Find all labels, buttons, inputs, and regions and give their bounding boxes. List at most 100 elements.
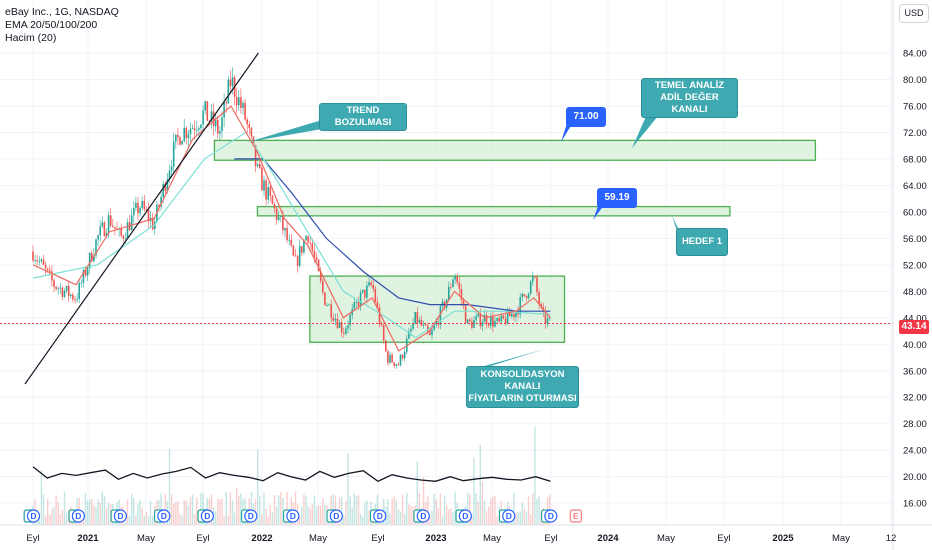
badge-59[interactable]: 59.19 [597, 188, 637, 208]
volume-bar [366, 500, 368, 525]
callout-consolidation[interactable]: KONSOLİDASYON KANALI FİYATLARIN OTURMASI [466, 366, 579, 408]
volume-bar [135, 515, 137, 525]
volume-bar [250, 492, 253, 525]
candle-body [340, 322, 343, 333]
event-marker-letter: D [506, 511, 512, 521]
y-tick-label: 68.00 [903, 154, 927, 165]
dividend-marker: D [113, 509, 128, 523]
candle-body [485, 314, 488, 325]
volume-bar [137, 503, 139, 525]
callout-consolidation-line1: KONSOLİDASYON KANALI [480, 369, 565, 392]
candle-body [301, 246, 303, 253]
volume-bar [42, 494, 45, 525]
event-marker-letter: D [30, 511, 36, 521]
volume-bar [103, 495, 106, 525]
candle-body [523, 294, 526, 296]
volume-bar [238, 495, 240, 525]
candle-body [479, 313, 482, 327]
event-marker-letter: D [290, 511, 296, 521]
volume-bar [357, 495, 360, 525]
symbol-title[interactable]: eBay Inc., 1G, NASDAQ [5, 6, 119, 18]
dividend-marker: D [416, 509, 430, 523]
candle-body [219, 131, 221, 134]
candle-body [515, 311, 517, 317]
y-tick-label: 76.00 [903, 101, 927, 112]
candle-body [105, 233, 108, 237]
volume-bar [515, 512, 517, 525]
dividend-marker: D [157, 509, 171, 523]
candle-body [414, 311, 416, 324]
candle-body [546, 318, 549, 324]
candle-body [202, 110, 204, 125]
volume-bar [61, 509, 64, 525]
volume-bar [267, 516, 269, 525]
candle-body [347, 325, 349, 329]
volume-bar [362, 516, 364, 525]
volume-bar [57, 502, 59, 525]
candle-body [477, 313, 479, 317]
volume-bar [215, 511, 217, 525]
volume-bar [324, 504, 326, 525]
volume-bar [399, 511, 402, 525]
candle-body [36, 260, 38, 262]
price-zone [213, 139, 817, 161]
x-tick-label: 12 [886, 533, 897, 544]
volume-bar [410, 505, 412, 525]
candle-body [395, 364, 398, 366]
candle-body [462, 299, 465, 306]
volume-indicator-label[interactable]: Hacim (20) [5, 32, 57, 44]
candle-body [536, 277, 538, 293]
volume-bar [236, 487, 238, 525]
candle-body [93, 255, 95, 262]
volume-bar [397, 509, 400, 525]
candle-body [248, 124, 251, 129]
candle-body [49, 269, 51, 272]
candle-body [441, 301, 444, 307]
badge-71[interactable]: 71.00 [566, 107, 606, 127]
candle-body [267, 187, 269, 200]
currency-button[interactable]: USD [899, 4, 929, 23]
volume-bar [395, 500, 397, 525]
y-tick-label: 36.00 [903, 366, 927, 377]
volume-bar [471, 513, 473, 525]
callout-fundamental[interactable]: TEMEL ANALİZ ADİL DEĞER KANALI [641, 78, 738, 118]
candle-body [280, 216, 282, 218]
callout-trend-break[interactable]: TREND BOZULMASI [319, 103, 407, 131]
y-tick-label: 24.00 [903, 446, 927, 457]
event-marker-letter: D [333, 511, 339, 521]
candle-body [177, 134, 179, 138]
candle-body [322, 280, 324, 293]
volume-bar [488, 506, 490, 525]
callout-target1[interactable]: HEDEF 1 [676, 228, 728, 256]
ema-indicator-label[interactable]: EMA 20/50/100/200 [5, 19, 98, 31]
volume-bar [91, 499, 93, 525]
volume-bar [273, 495, 276, 525]
dividend-marker: D [544, 509, 558, 523]
candle-body [91, 252, 93, 262]
volume-bar [416, 461, 418, 525]
volume-bar [467, 492, 469, 525]
volume-bar [185, 501, 187, 525]
x-tick-label: Eyl [196, 533, 209, 544]
callout-trend-break-text: TREND BOZULMASI [334, 105, 392, 128]
candle-body [424, 324, 427, 326]
volume-bar [44, 515, 47, 525]
volume-bar [97, 499, 99, 525]
volume-bar [448, 509, 450, 525]
x-tick-label: May [832, 533, 850, 544]
candle-body [42, 259, 45, 265]
volume-bar [530, 514, 532, 525]
y-tick-label: 80.00 [903, 75, 927, 86]
volume-bar [164, 493, 166, 525]
candle-body [309, 242, 311, 244]
candle-body [223, 101, 225, 118]
volume-bar [95, 506, 97, 525]
candle-body [76, 299, 78, 300]
volume-bar [181, 515, 183, 525]
volume-bar [490, 498, 492, 525]
x-tick-label: May [657, 533, 675, 544]
candle-body [53, 280, 55, 287]
candle-body [244, 102, 246, 120]
volume-bar [223, 516, 225, 525]
